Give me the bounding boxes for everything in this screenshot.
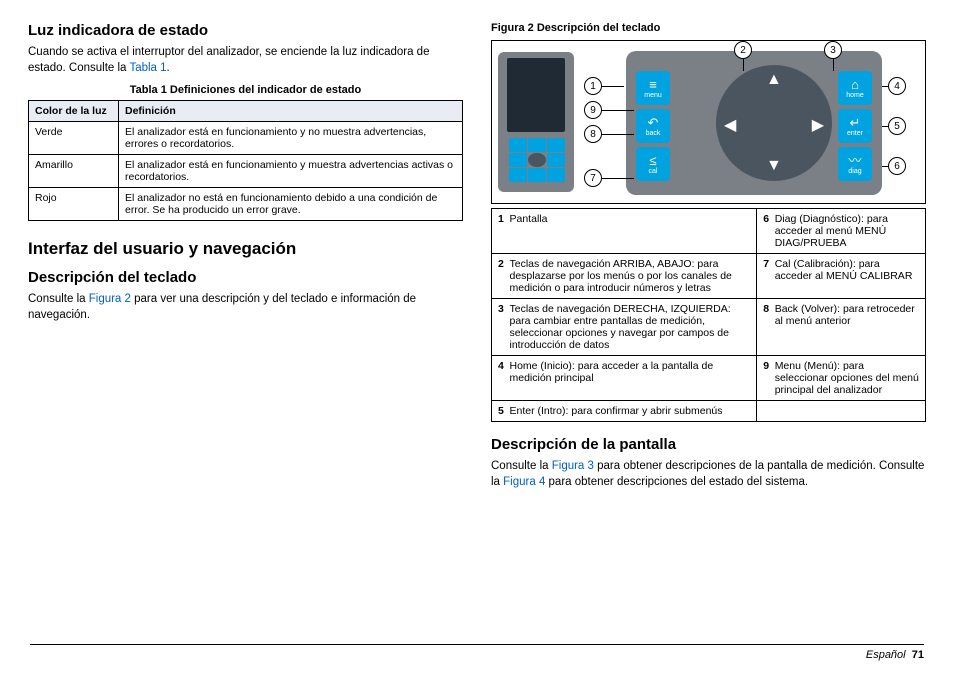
back-icon: ↶: [648, 116, 659, 129]
device-minipad: [509, 138, 563, 182]
table1: Color de la luz Definición VerdeEl anali…: [28, 100, 463, 221]
callout-5: 5: [888, 117, 906, 135]
heading-screen-desc: Descripción de la pantalla: [491, 436, 926, 453]
para-status: Cuando se activa el interruptor del anal…: [28, 45, 463, 76]
diag-icon: 〰: [848, 154, 861, 167]
table-row: 5Enter (Intro): para confirmar y abrir s…: [492, 401, 926, 422]
callout-3: 3: [824, 41, 842, 59]
link-figura4[interactable]: Figura 4: [503, 476, 545, 488]
callout-7: 7: [584, 169, 602, 187]
arrow-up-icon: ▲: [766, 71, 782, 89]
arrow-left-icon: ◀: [724, 115, 736, 135]
device-thumbnail: [498, 52, 574, 192]
device-screen: [507, 58, 565, 132]
enter-button: ↵enter: [838, 109, 872, 143]
link-tabla1[interactable]: Tabla 1: [129, 62, 166, 74]
home-button: ⌂home: [838, 71, 872, 105]
home-icon: ⌂: [851, 78, 859, 91]
para-keypad: Consulte la Figura 2 para ver una descri…: [28, 292, 463, 323]
table-row: 3Teclas de navegación DERECHA, IZQUIERDA…: [492, 299, 926, 356]
t1-h1: Color de la luz: [29, 101, 119, 122]
arrow-right-icon: ▶: [812, 115, 824, 135]
diag-button: 〰diag: [838, 147, 872, 181]
heading-keypad-desc: Descripción del teclado: [28, 269, 463, 286]
menu-button: ≡menu: [636, 71, 670, 105]
para-screen: Consulte la Figura 3 para obtener descri…: [491, 459, 926, 490]
cal-button: ≤cal: [636, 147, 670, 181]
callout-6: 6: [888, 157, 906, 175]
keypad-body: ▲ ▼ ◀ ▶ ≡menu ⌂home ↶back ↵enter ≤cal 〰d…: [626, 51, 882, 195]
table-row: 1Pantalla6Diag (Diagnóstico): para acced…: [492, 209, 926, 254]
footer-page: 71: [912, 649, 924, 661]
menu-icon: ≡: [649, 78, 657, 91]
link-figura2[interactable]: Figura 2: [89, 293, 131, 305]
enter-icon: ↵: [850, 116, 861, 129]
footer-lang: Español: [866, 649, 906, 661]
arrow-down-icon: ▼: [766, 157, 782, 175]
table-row: 4Home (Inicio): para acceder a la pantal…: [492, 356, 926, 401]
page-footer: Español 71: [30, 644, 924, 661]
right-column: Figura 2 Descripción del teclado ▲ ▼ ◀: [491, 22, 926, 663]
table2: 1Pantalla6Diag (Diagnóstico): para acced…: [491, 208, 926, 422]
cal-icon: ≤: [649, 154, 656, 167]
link-figura3[interactable]: Figura 3: [552, 460, 594, 472]
callout-1: 1: [584, 77, 602, 95]
table-row: Verde: [29, 122, 119, 155]
table-row: 2Teclas de navegación ARRIBA, ABAJO: par…: [492, 254, 926, 299]
callout-8: 8: [584, 125, 602, 143]
nav-disc: ▲ ▼ ◀ ▶: [716, 65, 832, 181]
heading-ui-nav: Interfaz del usuario y navegación: [28, 239, 463, 259]
callout-4: 4: [888, 77, 906, 95]
left-column: Luz indicadora de estado Cuando se activ…: [28, 22, 463, 663]
back-button: ↶back: [636, 109, 670, 143]
table-row: Rojo: [29, 188, 119, 221]
figure2: ▲ ▼ ◀ ▶ ≡menu ⌂home ↶back ↵enter ≤cal 〰d…: [491, 40, 926, 204]
table1-caption: Tabla 1 Definiciones del indicador de es…: [28, 84, 463, 96]
table-row: Amarillo: [29, 155, 119, 188]
callout-2: 2: [734, 41, 752, 59]
t1-h2: Definición: [119, 101, 463, 122]
heading-status-light: Luz indicadora de estado: [28, 22, 463, 39]
callout-9: 9: [584, 101, 602, 119]
keypad-diagram: ▲ ▼ ◀ ▶ ≡menu ⌂home ↶back ↵enter ≤cal 〰d…: [584, 47, 884, 197]
figure2-caption: Figura 2 Descripción del teclado: [491, 22, 926, 34]
